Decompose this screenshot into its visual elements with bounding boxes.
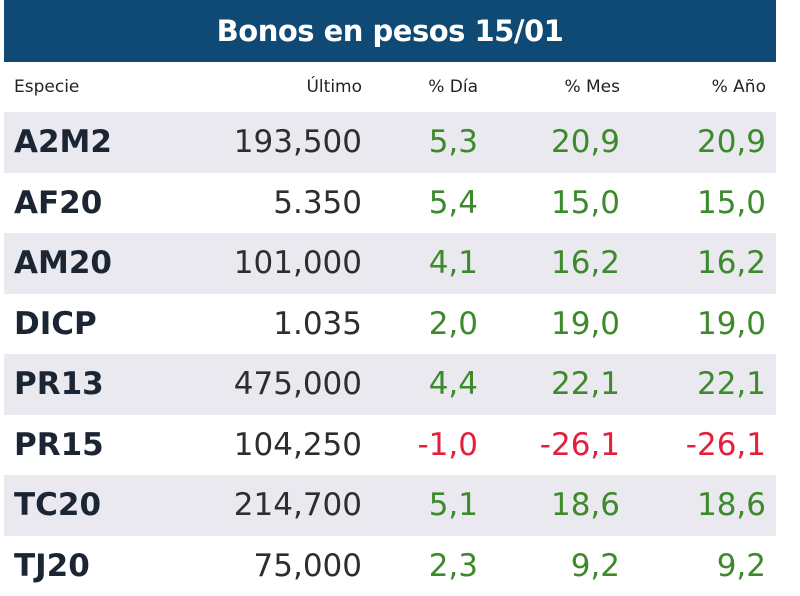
cell-value: 16,2 — [696, 245, 766, 282]
table-title: Bonos en pesos 15/01 — [4, 0, 776, 62]
cell-value: 22,1 — [550, 366, 620, 403]
column-header: % Día — [428, 77, 478, 97]
table-row: TJ20 75,000 2,3 9,2 9,2 — [4, 535, 776, 596]
cell-value: 5,3 — [428, 124, 478, 161]
table-row: DICP 1.035 2,0 19,0 19,0 — [4, 293, 776, 354]
cell-value: 19,0 — [550, 305, 620, 342]
cell-value: 475,000 — [233, 366, 362, 403]
bond-name: DICP — [14, 305, 97, 342]
bond-name: TC20 — [14, 487, 102, 524]
cell-value: 20,9 — [550, 124, 620, 161]
table-row: TC20 214,700 5,1 18,6 18,6 — [4, 475, 776, 536]
column-header: % Mes — [564, 77, 620, 97]
cell-value: 20,9 — [696, 124, 766, 161]
cell-value: 214,700 — [233, 487, 362, 524]
cell-value: 5,4 — [428, 184, 478, 221]
header-row: Especie Último % Día % Mes % Año — [4, 62, 776, 112]
bond-name: A2M2 — [14, 124, 112, 161]
cell-value: 75,000 — [253, 547, 362, 584]
cell-value: 4,4 — [428, 366, 478, 403]
bond-name: PR15 — [14, 426, 104, 463]
column-header: % Año — [711, 77, 766, 97]
cell-value: 22,1 — [696, 366, 766, 403]
table-row: PR13 475,000 4,4 22,1 22,1 — [4, 354, 776, 415]
cell-value: 9,2 — [570, 547, 620, 584]
cell-value: 9,2 — [716, 547, 766, 584]
column-header: Especie — [14, 77, 80, 97]
cell-value: 193,500 — [233, 124, 362, 161]
column-header: Último — [306, 77, 362, 97]
table-row: AM20 101,000 4,1 16,2 16,2 — [4, 233, 776, 294]
cell-value: 19,0 — [696, 305, 766, 342]
cell-value: 15,0 — [696, 184, 766, 221]
table-row: A2M2 193,500 5,3 20,9 20,9 — [4, 112, 776, 173]
cell-value: 15,0 — [550, 184, 620, 221]
cell-value: 16,2 — [550, 245, 620, 282]
cell-value: 2,0 — [428, 305, 478, 342]
cell-value: 5.350 — [273, 184, 362, 221]
cell-value: 104,250 — [233, 426, 362, 463]
bond-name: TJ20 — [14, 547, 90, 584]
cell-value: -26,1 — [685, 426, 766, 463]
bond-name: AF20 — [14, 184, 103, 221]
bond-name: AM20 — [14, 245, 112, 282]
cell-value: 2,3 — [428, 547, 478, 584]
cell-value: 4,1 — [428, 245, 478, 282]
cell-value: 18,6 — [696, 487, 766, 524]
cell-value: 1.035 — [273, 305, 362, 342]
table-row: AF20 5.350 5,4 15,0 15,0 — [4, 172, 776, 233]
cell-value: 5,1 — [428, 487, 478, 524]
bond-name: PR13 — [14, 366, 104, 403]
cell-value: 18,6 — [550, 487, 620, 524]
cell-value: -1,0 — [417, 426, 479, 463]
table-row: PR15 104,250 -1,0 -26,1 -26,1 — [4, 414, 776, 475]
cell-value: 101,000 — [233, 245, 362, 282]
cell-value: -26,1 — [539, 426, 620, 463]
